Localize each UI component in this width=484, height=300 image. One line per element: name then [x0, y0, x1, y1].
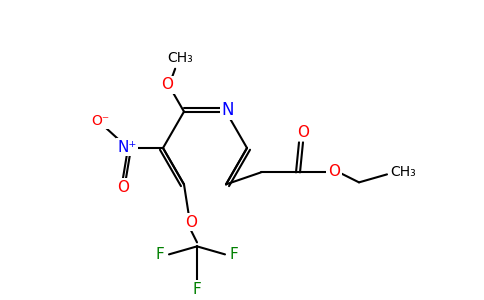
Text: O: O — [185, 215, 197, 230]
Text: N: N — [222, 100, 234, 118]
Text: O: O — [161, 77, 173, 92]
Text: O: O — [297, 125, 309, 140]
Text: F: F — [229, 247, 239, 262]
Text: F: F — [156, 247, 165, 262]
Text: CH₃: CH₃ — [167, 51, 193, 65]
Text: O: O — [328, 164, 340, 179]
Text: O: O — [117, 179, 129, 194]
Text: F: F — [193, 282, 201, 297]
Text: N⁺: N⁺ — [117, 140, 136, 154]
Text: O⁻: O⁻ — [91, 114, 109, 128]
Text: CH₃: CH₃ — [390, 165, 416, 179]
